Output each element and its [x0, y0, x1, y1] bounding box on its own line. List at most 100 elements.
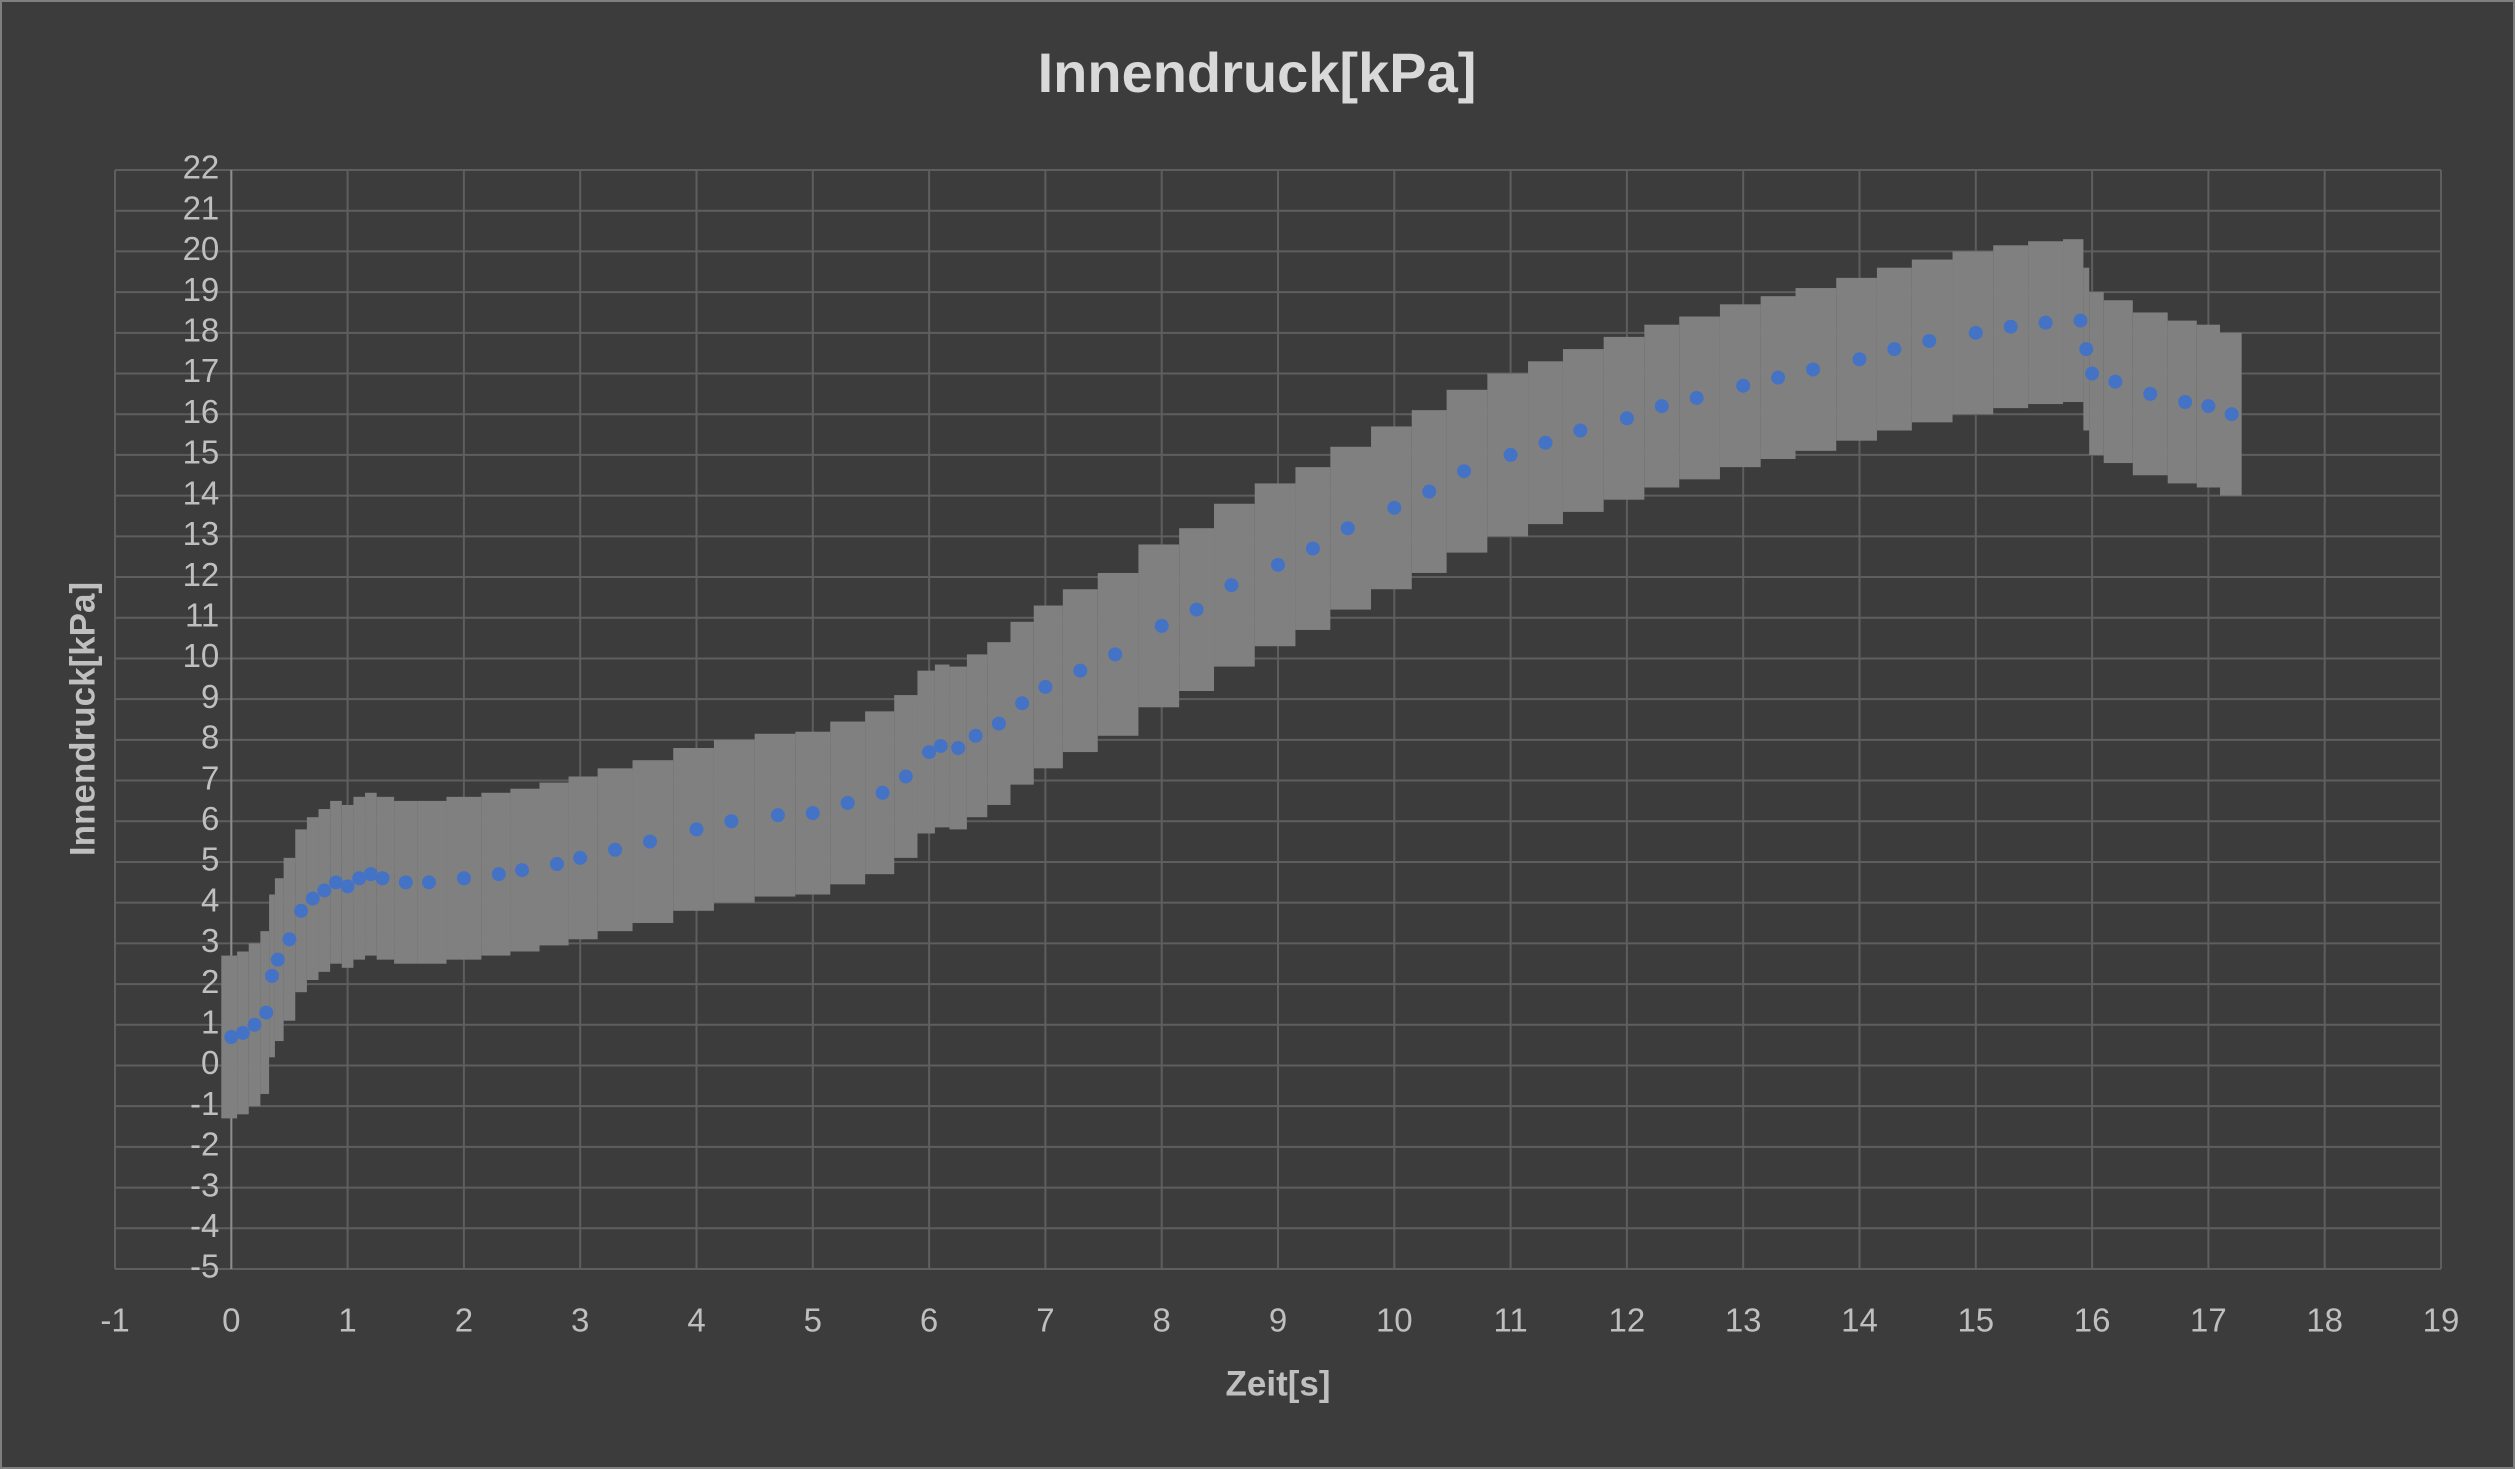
y-tick-label: 16 [183, 393, 220, 430]
x-tick-label: 9 [1269, 1302, 1287, 1339]
data-point [1619, 411, 1634, 426]
data-point [363, 867, 378, 882]
x-tick-label: 15 [1957, 1302, 1994, 1339]
data-point [1271, 557, 1285, 572]
data-point [491, 867, 506, 882]
data-point [2108, 374, 2123, 389]
x-tick-label: 6 [920, 1302, 938, 1339]
chart-title: Innendruck[kPa] [1038, 41, 1477, 104]
y-tick-label: 22 [183, 149, 220, 186]
y-tick-label: 2 [201, 963, 219, 1000]
data-point [2085, 366, 2100, 381]
data-point [1108, 647, 1123, 662]
y-tick-label: 17 [183, 352, 220, 389]
data-point [515, 863, 530, 878]
data-point [247, 1017, 262, 1032]
data-point [1805, 362, 1820, 377]
data-point [1736, 378, 1751, 393]
y-tick-label: -5 [190, 1248, 219, 1285]
data-point [770, 808, 785, 823]
data-point [375, 871, 390, 886]
x-tick-label: 16 [2074, 1302, 2111, 1339]
data-point [922, 745, 937, 760]
data-point [352, 871, 367, 886]
y-tick-label: -1 [190, 1085, 219, 1122]
data-point [1224, 578, 1239, 593]
x-tick-label: 2 [455, 1302, 473, 1339]
y-tick-label: -3 [190, 1166, 219, 1203]
y-tick-label: 20 [183, 230, 220, 267]
data-point [1922, 333, 1937, 348]
y-tick-label: -2 [190, 1126, 219, 1163]
x-tick-label: 0 [222, 1302, 240, 1339]
data-point [1573, 423, 1588, 438]
data-point [270, 952, 285, 967]
data-point [294, 903, 309, 918]
data-point [1189, 602, 1204, 617]
x-tick-label: 13 [1725, 1302, 1762, 1339]
data-point [689, 822, 704, 837]
data-point [305, 891, 320, 906]
data-point [456, 871, 471, 886]
data-point [2143, 386, 2158, 401]
y-tick-label: 3 [201, 922, 219, 959]
data-point [2073, 313, 2088, 328]
y-tick-label: 9 [201, 678, 219, 715]
y-tick-label: 12 [183, 556, 220, 593]
y-tick-label: 1 [201, 1003, 219, 1040]
x-axis-label: Zeit[s] [1226, 1364, 1331, 1403]
data-point [933, 738, 948, 753]
y-tick-label: 14 [183, 474, 220, 511]
data-point [2079, 342, 2094, 357]
data-point [1387, 500, 1402, 515]
data-point [1968, 325, 1983, 340]
data-point [991, 716, 1006, 731]
data-point [422, 875, 437, 890]
y-tick-label: 21 [183, 189, 220, 226]
x-tick-label: 18 [2306, 1302, 2343, 1339]
data-point [805, 806, 820, 821]
x-tick-label: 19 [2423, 1302, 2460, 1339]
data-point [549, 856, 564, 871]
data-point [840, 795, 855, 810]
x-tick-label: 3 [571, 1302, 589, 1339]
y-tick-label: 11 [185, 596, 219, 633]
data-point [1852, 352, 1867, 367]
y-tick-label: 5 [201, 841, 219, 878]
data-point [398, 875, 413, 890]
data-point [1340, 521, 1355, 536]
data-point [608, 842, 623, 857]
y-tick-label: 8 [201, 719, 219, 756]
error-bar [2063, 239, 2084, 403]
data-point [235, 1025, 250, 1040]
data-point [265, 968, 280, 983]
data-point [1038, 679, 1053, 694]
x-tick-label: 10 [1376, 1302, 1413, 1339]
y-tick-label: 4 [201, 881, 219, 918]
data-point [1154, 618, 1169, 633]
data-point [1689, 390, 1704, 405]
y-tick-label: -4 [190, 1207, 219, 1244]
data-point [724, 814, 739, 829]
data-point [2038, 315, 2053, 330]
x-tick-label: -1 [100, 1302, 129, 1339]
data-point [1654, 399, 1669, 414]
data-point [1771, 370, 1786, 385]
data-point [951, 740, 966, 755]
data-point [259, 1005, 274, 1020]
data-point [875, 785, 890, 800]
data-point [282, 932, 297, 947]
y-tick-label: 10 [183, 637, 220, 674]
data-point [2178, 395, 2193, 410]
data-point [1015, 696, 1030, 711]
y-tick-label: 18 [183, 312, 220, 349]
data-point [642, 834, 657, 849]
x-tick-label: 14 [1841, 1302, 1878, 1339]
y-tick-label: 0 [201, 1044, 219, 1081]
data-point [2224, 407, 2239, 422]
data-point [328, 875, 343, 890]
data-point [1073, 663, 1088, 678]
data-point [2003, 319, 2018, 334]
